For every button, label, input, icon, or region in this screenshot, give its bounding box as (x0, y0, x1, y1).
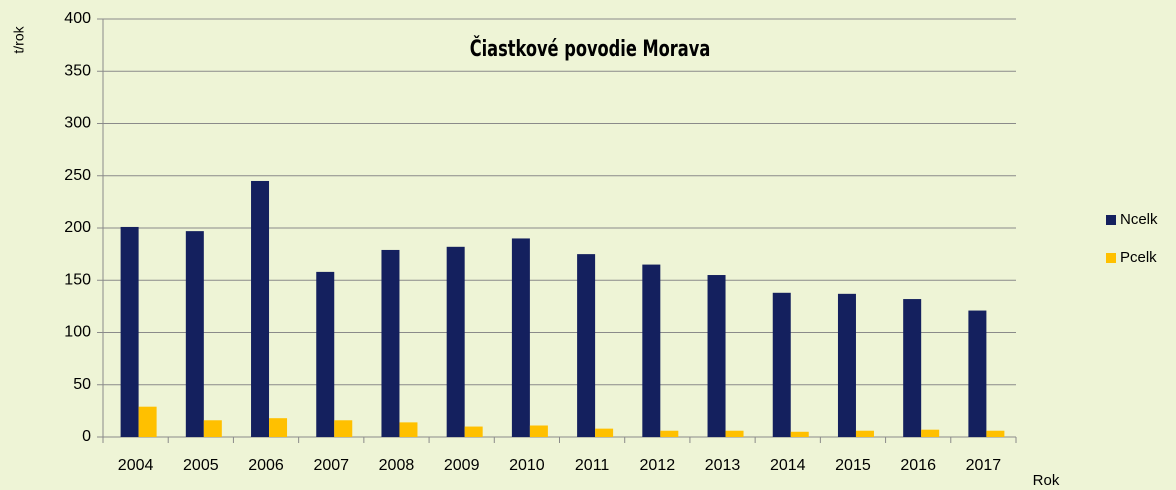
chart-title: Čiastkové povodie Morava (470, 35, 711, 61)
bar (921, 429, 940, 437)
bar (120, 226, 139, 437)
bar (772, 292, 791, 437)
bar (855, 430, 874, 437)
x-tick-label: 2017 (966, 457, 1002, 474)
bar (642, 264, 661, 437)
y-tick-label: 350 (64, 62, 91, 79)
bar (464, 426, 483, 437)
x-tick-label: 2014 (770, 457, 806, 474)
bar (968, 310, 987, 437)
bar (446, 246, 465, 437)
y-axis-label: t/rok (11, 25, 27, 53)
legend-label: Pcelk (1120, 249, 1157, 266)
legend-swatch (1106, 253, 1116, 263)
x-tick-label: 2010 (509, 457, 545, 474)
y-tick-label: 150 (64, 271, 91, 288)
bar (725, 430, 744, 437)
bar (334, 420, 353, 437)
legend-label: Ncelk (1120, 211, 1158, 228)
bar (185, 231, 204, 437)
bar (511, 238, 530, 437)
bar (790, 431, 809, 437)
bar (660, 430, 679, 437)
y-tick-label: 300 (64, 115, 91, 132)
bar (251, 180, 270, 437)
bar (269, 418, 288, 437)
bar (595, 428, 614, 437)
bar (986, 430, 1005, 437)
y-tick-label: 50 (73, 376, 91, 393)
y-tick-label: 0 (82, 428, 91, 445)
bar (903, 299, 922, 437)
bar (316, 271, 335, 437)
bar (203, 420, 222, 437)
bar (577, 254, 596, 437)
x-axis-label: Rok (1033, 472, 1060, 489)
x-tick-label: 2013 (705, 457, 741, 474)
x-tick-label: 2012 (640, 457, 676, 474)
x-tick-label: 2007 (313, 457, 349, 474)
bar (138, 406, 157, 437)
x-tick-label: 2009 (444, 457, 480, 474)
x-tick-label: 2004 (118, 457, 154, 474)
y-tick-label: 100 (64, 324, 91, 341)
legend-swatch (1106, 215, 1116, 225)
x-tick-label: 2006 (248, 457, 284, 474)
bar (529, 425, 548, 437)
y-tick-label: 400 (64, 10, 91, 27)
bar (707, 275, 726, 437)
x-tick-label: 2008 (379, 457, 415, 474)
x-tick-label: 2005 (183, 457, 219, 474)
x-tick-label: 2015 (835, 457, 871, 474)
x-tick-label: 2016 (900, 457, 936, 474)
bar (399, 422, 418, 437)
y-tick-label: 200 (64, 219, 91, 236)
bar (381, 249, 400, 437)
bar (837, 293, 856, 437)
x-tick-label: 2011 (575, 457, 610, 474)
y-tick-label: 250 (64, 167, 91, 184)
